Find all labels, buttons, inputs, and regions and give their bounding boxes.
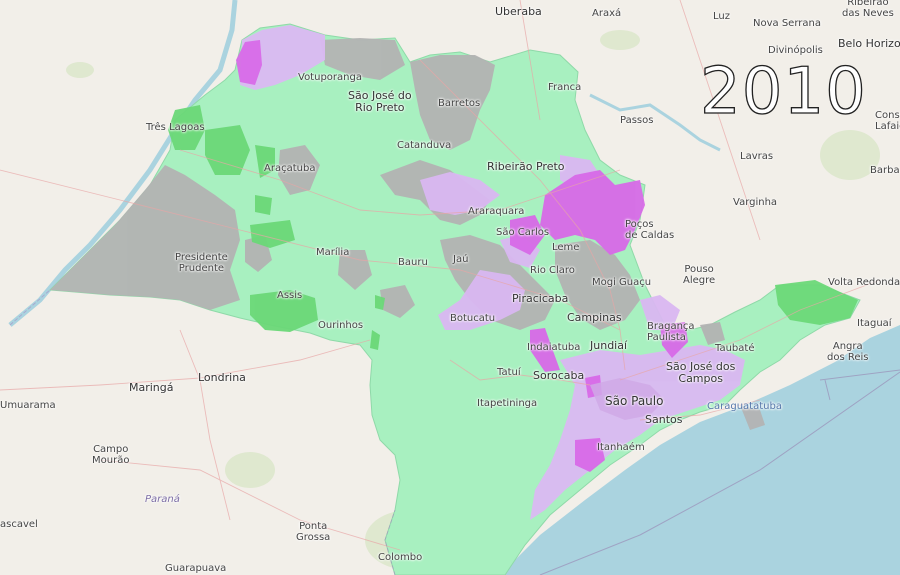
city-label-barretos: Barretos xyxy=(438,98,481,109)
city-label-araraquara: Araraquara xyxy=(468,206,525,217)
city-label-cascavel: ascavel xyxy=(0,519,38,530)
city-label-uberaba: Uberaba xyxy=(495,5,542,18)
city-label-varginha: Varginha xyxy=(733,197,778,208)
city-label-jundiai: Jundiaí xyxy=(590,339,628,352)
city-label-pouso-alegre: Pouso Alegre xyxy=(683,264,716,286)
city-label-assis: Assis xyxy=(277,290,303,301)
city-label-itanhaem: Itanhaém xyxy=(597,442,645,453)
city-label-nova-serrana: Nova Serrana xyxy=(753,18,821,29)
city-label-caraguatatuba: Caraguatatuba xyxy=(707,401,782,412)
city-label-tatui: Tatuí xyxy=(497,367,521,378)
city-label-angra-dos-reis: Angra dos Reis xyxy=(827,341,869,363)
city-label-parana: Paraná xyxy=(145,494,180,505)
city-label-araxa: Araxá xyxy=(592,8,622,19)
roads xyxy=(0,0,881,551)
city-label-leme: Leme xyxy=(552,242,580,253)
city-label-sorocaba: Sorocaba xyxy=(533,369,585,382)
city-label-pocos-de-caldas: Poços de Caldas xyxy=(625,219,675,241)
city-label-volta-redonda: Volta Redonda xyxy=(828,277,900,288)
city-label-rio-claro: Rio Claro xyxy=(530,265,575,276)
city-label-braganca-paulista: Bragança Paulista xyxy=(647,321,695,343)
city-label-taubate: Taubaté xyxy=(715,343,755,354)
city-label-itaguai: Itaguaí xyxy=(857,318,892,329)
city-label-ribeirao-preto: Ribeirão Preto xyxy=(487,160,565,173)
city-label-sao-paulo: São Paulo xyxy=(605,394,664,408)
city-label-sao-jose-rio-preto: São José do Rio Preto xyxy=(348,89,412,115)
dark-purple-regions xyxy=(236,40,688,472)
city-label-londrina: Londrina xyxy=(198,371,246,384)
state-borders xyxy=(9,289,396,575)
urban-sao-paulo xyxy=(590,378,665,420)
city-label-ourinhos: Ourinhos xyxy=(318,320,364,331)
parana-river xyxy=(8,0,238,327)
city-label-luz: Luz xyxy=(713,11,730,22)
city-label-divinopolis: Divinópolis xyxy=(768,45,823,56)
city-label-bauru: Bauru xyxy=(398,257,428,268)
city-label-santos: Santos xyxy=(645,413,683,426)
city-label-piracicaba: Piracicaba xyxy=(512,292,569,305)
city-label-franca: Franca xyxy=(548,82,582,93)
city-label-sao-carlos: São Carlos xyxy=(496,227,550,238)
city-label-tres-lagoas: Três Lagoas xyxy=(146,122,205,133)
city-label-maringa: Maringá xyxy=(129,381,174,394)
city-label-jau: Jaú xyxy=(453,254,469,265)
city-label-lavras: Lavras xyxy=(740,151,774,162)
city-label-campo-mourao: Campo Mourão xyxy=(92,444,130,466)
furnas-reservoir xyxy=(589,93,721,152)
dark-green-regions xyxy=(168,105,858,350)
city-label-presidente-prudente: Presidente Prudente xyxy=(175,252,228,274)
city-label-passos: Passos xyxy=(620,115,654,126)
city-label-ponta-grossa: Ponta Grossa xyxy=(296,521,331,543)
year-label: 2010 xyxy=(699,55,867,129)
city-label-guarapuava: Guarapuava xyxy=(165,563,227,574)
city-label-mogi-guacu: Mogi Guaçu xyxy=(592,277,652,288)
maritime-lines xyxy=(539,369,900,575)
city-label-botucatu: Botucatu xyxy=(450,313,496,324)
city-label-marilia: Marília xyxy=(316,247,350,258)
city-label-catanduva: Catanduva xyxy=(397,140,452,151)
city-label-votuporanga: Votuporanga xyxy=(298,72,362,83)
city-label-campinas: Campinas xyxy=(567,311,622,324)
city-label-conselheiro-lafaiete: Consel Lafaie xyxy=(875,110,900,132)
city-label-barbacena: Barba xyxy=(870,165,900,176)
city-label-ribeirao-das-neves: Ribeirão das Neves xyxy=(842,0,894,19)
city-label-aracatuba: Araçatuba xyxy=(264,163,316,174)
city-label-umuarama: Umuarama xyxy=(0,400,56,411)
city-label-itapetininga: Itapetininga xyxy=(477,398,538,409)
city-label-sao-jose-dos-campos: São José dos Campos xyxy=(666,360,736,386)
ocean xyxy=(500,325,900,575)
city-label-indaiatuba: Indaiatuba xyxy=(527,342,581,353)
city-label-belo-horizonte: Belo Horizo xyxy=(838,37,900,50)
city-label-colombo: Colombo xyxy=(378,552,423,563)
